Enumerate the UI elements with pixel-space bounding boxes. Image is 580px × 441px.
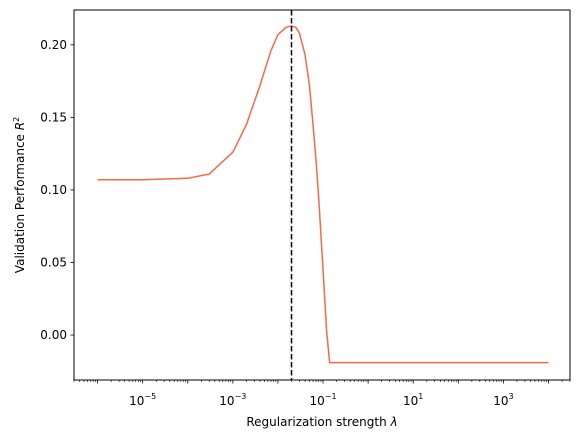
y-axis-ticks: 0.00 0.05 0.10 0.15 0.20 (40, 38, 74, 342)
series-line-0 (97, 25, 549, 364)
plot-frame (73, 9, 571, 381)
x-tick-label: 10−5 (129, 392, 156, 408)
x-tick-label: 103 (493, 392, 513, 408)
x-tick-label: 10−3 (219, 392, 246, 408)
plot-content (97, 10, 549, 380)
x-axis-ticks: 10−5 10−3 10−1 101 103 (73, 380, 571, 408)
plot-area (74, 10, 570, 380)
y-tick-label: 0.10 (40, 183, 67, 197)
x-tick-label: 10−1 (309, 392, 336, 408)
y-tick-label: 0.00 (40, 328, 67, 342)
y-tick-label: 0.20 (40, 38, 67, 52)
x-axis-label: Regularization strength λ (246, 415, 397, 429)
y-axis-label: Validation Performance R2 (12, 117, 27, 273)
x-tick-label: 101 (403, 392, 423, 408)
y-tick-label: 0.05 (40, 255, 67, 269)
y-tick-label: 0.15 (40, 110, 67, 124)
